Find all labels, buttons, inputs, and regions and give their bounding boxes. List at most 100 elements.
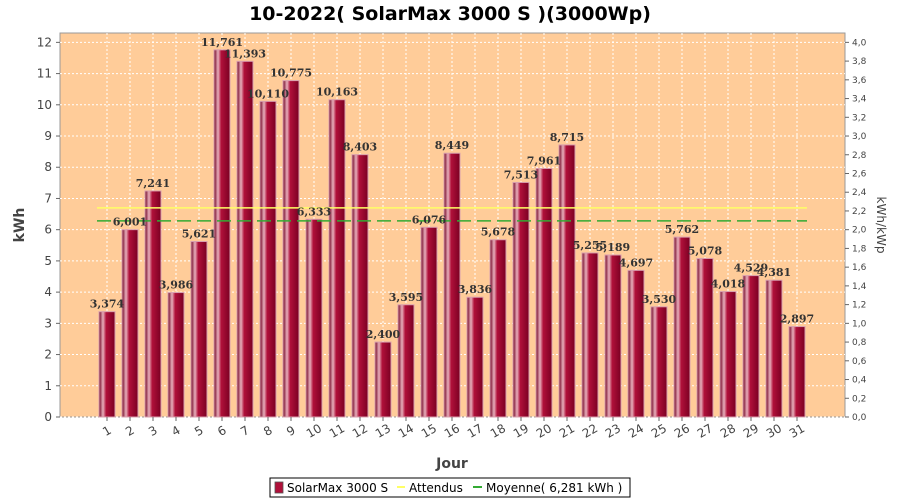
bar-day-4: [167, 292, 185, 418]
y-tick-label: 7: [44, 191, 52, 205]
x-tick-label: 28: [718, 421, 738, 441]
x-tick-label: 18: [488, 421, 508, 441]
legend-box: [269, 477, 631, 498]
data-label-day-25: 3,530: [642, 293, 677, 306]
legend: SolarMax 3000 S Attendus Moyenne( 6,281 …: [269, 477, 631, 498]
data-label-day-4: 3,986: [159, 279, 194, 292]
bar-day-26: [673, 236, 691, 418]
y-tick-label: 3: [44, 316, 52, 330]
y-axis-right-label: kWh/kWp: [874, 197, 888, 254]
y-right-tick-label: 3,2: [852, 113, 866, 123]
data-label-day-28: 4,018: [711, 278, 746, 291]
y-right-tick-label: 0,6: [852, 357, 867, 367]
y-right-tick-label: 2,4: [852, 188, 867, 198]
x-tick-label: 12: [350, 421, 370, 441]
y-right-tick-label: 1,8: [852, 244, 867, 254]
legend-label-attendus: Attendus: [409, 481, 463, 495]
y-tick-label: 5: [44, 254, 52, 268]
y-right-tick-label: 0,4: [852, 376, 867, 386]
data-label-day-7: 11,393: [224, 47, 266, 60]
x-tick-label: 3: [146, 423, 160, 439]
y-axis-right-ticks: 0,0 0,2 0,4 0,6 0,8 1,0 1,2 1,4 1,6 1,8 2,0 2,2 2,4 2…: [845, 38, 867, 423]
data-label-day-18: 5,678: [481, 226, 516, 239]
y-tick-label: 11: [37, 67, 52, 81]
bar-day-30: [765, 279, 783, 418]
data-label-day-12: 8,403: [343, 141, 377, 154]
x-tick-label: 6: [215, 423, 229, 439]
data-label-day-20: 7,961: [527, 154, 561, 167]
y-right-tick-label: 3,6: [852, 76, 867, 86]
data-label-day-24: 4,697: [619, 256, 653, 269]
x-tick-label: 14: [396, 421, 416, 441]
x-axis-label: Jour: [435, 456, 468, 472]
y-right-tick-label: 3,0: [852, 132, 867, 142]
y-right-tick-label: 4,0: [852, 38, 867, 48]
data-label-day-14: 3,595: [389, 291, 423, 304]
x-tick-label: 7: [238, 423, 252, 439]
x-tick-label: 21: [557, 421, 577, 441]
data-label-day-8: 10,110: [247, 87, 289, 100]
bar-day-13: [374, 341, 392, 418]
x-tick-label: 8: [261, 423, 275, 439]
data-label-day-29: 4,529: [734, 262, 768, 275]
bar-day-14: [397, 304, 415, 418]
y-right-tick-label: 1,0: [852, 319, 867, 329]
y-right-tick-label: 1,2: [852, 301, 866, 311]
y-tick-label: 6: [44, 223, 52, 237]
bar-day-1: [98, 311, 116, 418]
data-label-day-15: 6,076: [412, 213, 447, 226]
x-tick-label: 30: [764, 421, 784, 441]
x-tick-label: 20: [534, 421, 554, 441]
bar-day-20: [535, 167, 553, 418]
bar-day-25: [650, 306, 668, 418]
y-right-tick-label: 3,4: [852, 95, 867, 105]
x-tick-label: 2: [123, 423, 137, 439]
data-label-day-21: 8,715: [550, 131, 584, 144]
y-right-tick-label: 2,2: [852, 207, 866, 217]
bar-day-10: [305, 218, 323, 418]
data-label-day-17: 3,836: [458, 283, 493, 296]
data-label-day-26: 5,762: [665, 223, 699, 236]
x-tick-label: 25: [649, 421, 669, 441]
x-tick-label: 31: [787, 421, 807, 441]
x-tick-label: 1: [100, 423, 114, 439]
data-label-day-5: 5,621: [182, 228, 216, 241]
bar-day-17: [466, 296, 484, 418]
x-tick-label: 29: [741, 421, 761, 441]
y-right-tick-label: 1,4: [852, 282, 867, 292]
y-tick-label: 9: [44, 129, 52, 143]
x-tick-label: 24: [626, 421, 646, 441]
y-right-tick-label: 2,6: [852, 169, 867, 179]
x-tick-label: 26: [672, 421, 692, 441]
y-tick-label: 8: [44, 160, 52, 174]
y-axis-label: kWh: [12, 208, 28, 243]
data-label-day-10: 6,333: [297, 205, 331, 218]
x-tick-label: 17: [465, 421, 485, 441]
bar-day-29: [742, 275, 760, 418]
bar-day-12: [351, 154, 369, 418]
y-right-tick-label: 0,2: [852, 394, 866, 404]
data-label-day-2: 6,001: [113, 216, 147, 229]
data-label-day-16: 8,449: [435, 139, 469, 152]
x-tick-label: 19: [511, 421, 531, 441]
data-label-day-6: 11,761: [201, 36, 243, 49]
bar-day-2: [121, 229, 139, 418]
bar-day-21: [558, 144, 576, 418]
x-tick-label: 27: [695, 421, 715, 441]
data-label-day-13: 2,400: [366, 328, 401, 341]
data-label-day-1: 3,374: [90, 298, 125, 311]
bar-day-9: [282, 80, 300, 418]
y-tick-label: 1: [44, 379, 52, 393]
chart-title: 10-2022( SolarMax 3000 S )(3000Wp): [249, 3, 651, 25]
legend-label-solarmax: SolarMax 3000 S: [287, 481, 388, 495]
y-tick-label: 2: [44, 348, 52, 362]
x-tick-label: 16: [442, 421, 462, 441]
y-right-tick-label: 2,0: [852, 226, 867, 236]
data-label-day-22: 5,255: [573, 239, 607, 252]
x-axis-ticks: 1 2 3 4 5 6 7 8 9 10 11 12 13 14 15 16 17 18 19 20 21 22 23 24 2…: [100, 417, 807, 441]
data-label-day-27: 5,078: [688, 244, 723, 257]
y-right-tick-label: 2,8: [852, 151, 867, 161]
bar-day-15: [420, 226, 438, 418]
bar-day-23: [604, 254, 622, 418]
